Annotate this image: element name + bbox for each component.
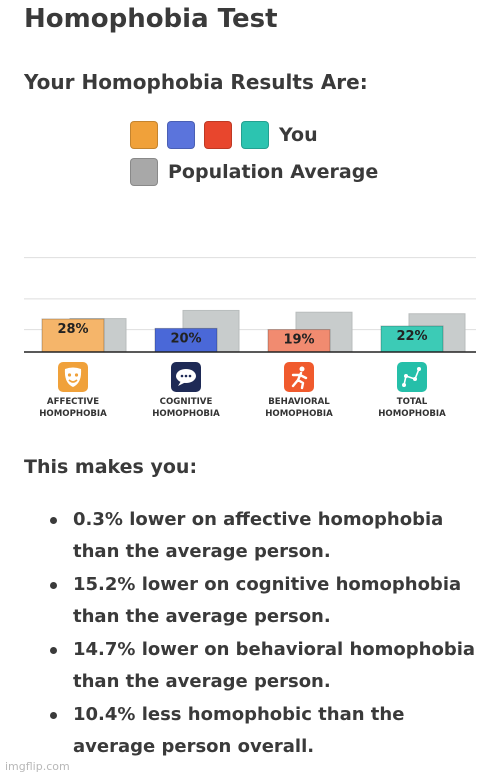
you-bar <box>380 325 444 353</box>
bullet-text: 10.4% less homophobic than the average p… <box>73 704 405 757</box>
list-item: 15.2% lower on cognitive homophobia than… <box>30 569 480 633</box>
bullet-dot <box>50 712 57 719</box>
category-label: HOMOPHOBIA <box>378 409 446 419</box>
bar-value-label: 19% <box>283 333 314 348</box>
category-label: HOMOPHOBIA <box>39 409 107 419</box>
bullet-dot <box>50 517 57 524</box>
results-chart-svg: 28% AFFECTIVE HOMOPHOBIA 20% COGNITIVE HOMOPH… <box>24 257 476 419</box>
legend-swatch-cognitive <box>167 121 195 149</box>
legend-swatch-affective <box>130 121 158 149</box>
bar-value-label: 28% <box>57 322 88 337</box>
watermark: imgflip.com <box>5 760 70 773</box>
legend-swatch-total <box>241 121 269 149</box>
bullet-dot <box>50 647 57 654</box>
legend-population-label: Population Average <box>168 161 379 183</box>
legend-swatch-behavioral <box>204 121 232 149</box>
makes-heading: This makes you: <box>24 456 198 478</box>
running-person-icon <box>291 366 308 390</box>
category-label: HOMOPHOBIA <box>265 409 333 419</box>
list-item: 0.3% lower on affective homophobia than … <box>30 504 480 568</box>
bar-value-label: 22% <box>396 329 427 344</box>
legend-swatch-population <box>130 158 158 186</box>
you-bar <box>41 318 105 353</box>
speech-bubble-icon <box>176 369 196 386</box>
line-graph-icon <box>402 367 421 387</box>
results-heading: Your Homophobia Results Are: <box>24 70 368 94</box>
page-title: Homophobia Test <box>24 4 278 34</box>
bullet-text: 14.7% lower on behavioral homophobia tha… <box>73 639 476 692</box>
legend-you-label: You <box>279 124 318 146</box>
results-chart: 28% AFFECTIVE HOMOPHOBIA 20% COGNITIVE HOMOPH… <box>0 225 500 430</box>
legend: You Population Average <box>130 120 378 194</box>
list-item: 10.4% less homophobic than the average p… <box>30 699 480 763</box>
theater-mask-icon <box>64 367 82 387</box>
line-graph-icon-tile <box>397 362 427 392</box>
category-label: HOMOPHOBIA <box>152 409 220 419</box>
legend-you: You <box>130 120 378 150</box>
bar-value-label: 20% <box>170 331 201 346</box>
legend-population: Population Average <box>130 157 378 187</box>
category-label: COGNITIVE <box>160 397 213 407</box>
bullet-text: 0.3% lower on affective homophobia than … <box>73 509 444 562</box>
category-label: TOTAL <box>397 397 428 407</box>
bullet-text: 15.2% lower on cognitive homophobia than… <box>73 574 462 627</box>
result-bullets: 0.3% lower on affective homophobia than … <box>30 504 480 764</box>
list-item: 14.7% lower on behavioral homophobia tha… <box>30 634 480 698</box>
category-label: BEHAVIORAL <box>268 397 330 407</box>
category-label: AFFECTIVE <box>47 397 99 407</box>
bullet-dot <box>50 582 57 589</box>
